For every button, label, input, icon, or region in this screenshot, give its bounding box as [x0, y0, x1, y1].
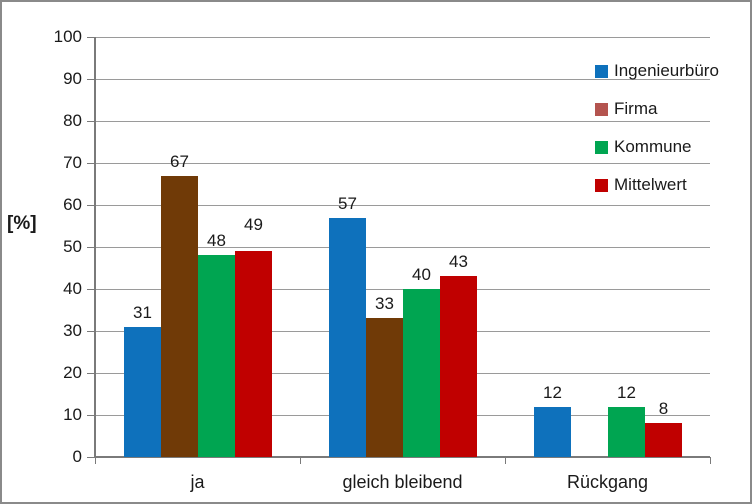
legend-swatch-icon	[595, 64, 608, 78]
legend-item: Firma	[595, 99, 657, 119]
bar-ingenieurbüro-ja	[124, 327, 161, 457]
bar-mittelwert-ja	[235, 251, 272, 457]
bar-value-label: 12	[617, 383, 636, 402]
bar-value-label: 33	[375, 294, 394, 313]
bar-value-label: 57	[338, 194, 357, 213]
gridline	[95, 37, 710, 38]
category-label: Rückgang	[566, 472, 649, 492]
legend-swatch-icon	[595, 102, 608, 116]
y-axis-tick	[87, 121, 95, 122]
x-axis-tick	[505, 457, 506, 464]
y-axis-tick	[87, 331, 95, 332]
category-label: ja	[190, 472, 205, 492]
y-tick-label: 70	[63, 153, 82, 172]
bar-ingenieurbüro-gleich bleibend	[329, 218, 366, 457]
y-tick-label: 50	[63, 237, 82, 256]
y-axis-tick	[87, 415, 95, 416]
y-tick-label: 40	[63, 279, 82, 298]
y-tick-label: 60	[63, 195, 82, 214]
y-tick-label: 80	[63, 111, 82, 130]
bar-value-label: 43	[449, 252, 468, 271]
bar-value-label: 49	[244, 215, 263, 234]
bar-ingenieurbüro-Rückgang	[534, 407, 571, 457]
bar-value-label: 8	[658, 399, 669, 418]
y-tick-label: 20	[63, 363, 82, 382]
legend-item: Ingenieurbüro	[595, 61, 719, 81]
bar-kommune-Rückgang	[608, 407, 645, 457]
gridline	[95, 121, 710, 122]
legend-swatch-icon	[595, 140, 608, 154]
bar-mittelwert-Rückgang	[645, 423, 682, 457]
y-axis-line	[94, 37, 96, 457]
bar-value-label: 67	[170, 152, 189, 171]
bar-value-label: 40	[412, 265, 431, 284]
bar-firma-gleich bleibend	[366, 318, 403, 457]
bar-kommune-ja	[198, 255, 235, 457]
bar-kommune-gleich bleibend	[403, 289, 440, 457]
x-axis-tick	[710, 457, 711, 464]
y-axis-tick	[87, 373, 95, 374]
y-axis-tick	[87, 457, 95, 458]
y-tick-label: 10	[63, 405, 82, 424]
bar-value-label: 48	[207, 231, 226, 250]
x-axis-tick	[95, 457, 96, 464]
y-axis-tick	[87, 163, 95, 164]
legend-item: Kommune	[595, 137, 691, 157]
gridline	[95, 247, 710, 248]
y-axis-title: [%]	[7, 213, 37, 234]
legend-item: Mittelwert	[595, 175, 687, 195]
x-axis-tick	[300, 457, 301, 464]
bar-value-label: 31	[133, 303, 152, 322]
legend-label: Kommune	[614, 137, 692, 156]
legend-label: Mittelwert	[614, 175, 687, 194]
legend-label: Firma	[614, 99, 658, 118]
bar-firma-ja	[161, 176, 198, 457]
x-axis-line	[94, 456, 710, 458]
y-axis-tick	[87, 79, 95, 80]
y-tick-label: 90	[63, 69, 82, 88]
y-tick-label: 0	[72, 447, 82, 466]
y-tick-label: 100	[53, 27, 82, 46]
gridline	[95, 289, 710, 290]
gridline	[95, 79, 710, 80]
y-axis-tick	[87, 289, 95, 290]
y-axis-tick	[87, 37, 95, 38]
bar-mittelwert-gleich bleibend	[440, 276, 477, 457]
y-axis-tick	[87, 205, 95, 206]
gridline	[95, 163, 710, 164]
category-label: gleich bleibend	[342, 472, 463, 492]
y-tick-label: 30	[63, 321, 82, 340]
y-axis-tick	[87, 247, 95, 248]
gridline	[95, 205, 710, 206]
bar-value-label: 12	[543, 383, 562, 402]
legend-label: Ingenieurbüro	[614, 61, 719, 80]
legend-swatch-icon	[595, 178, 608, 192]
